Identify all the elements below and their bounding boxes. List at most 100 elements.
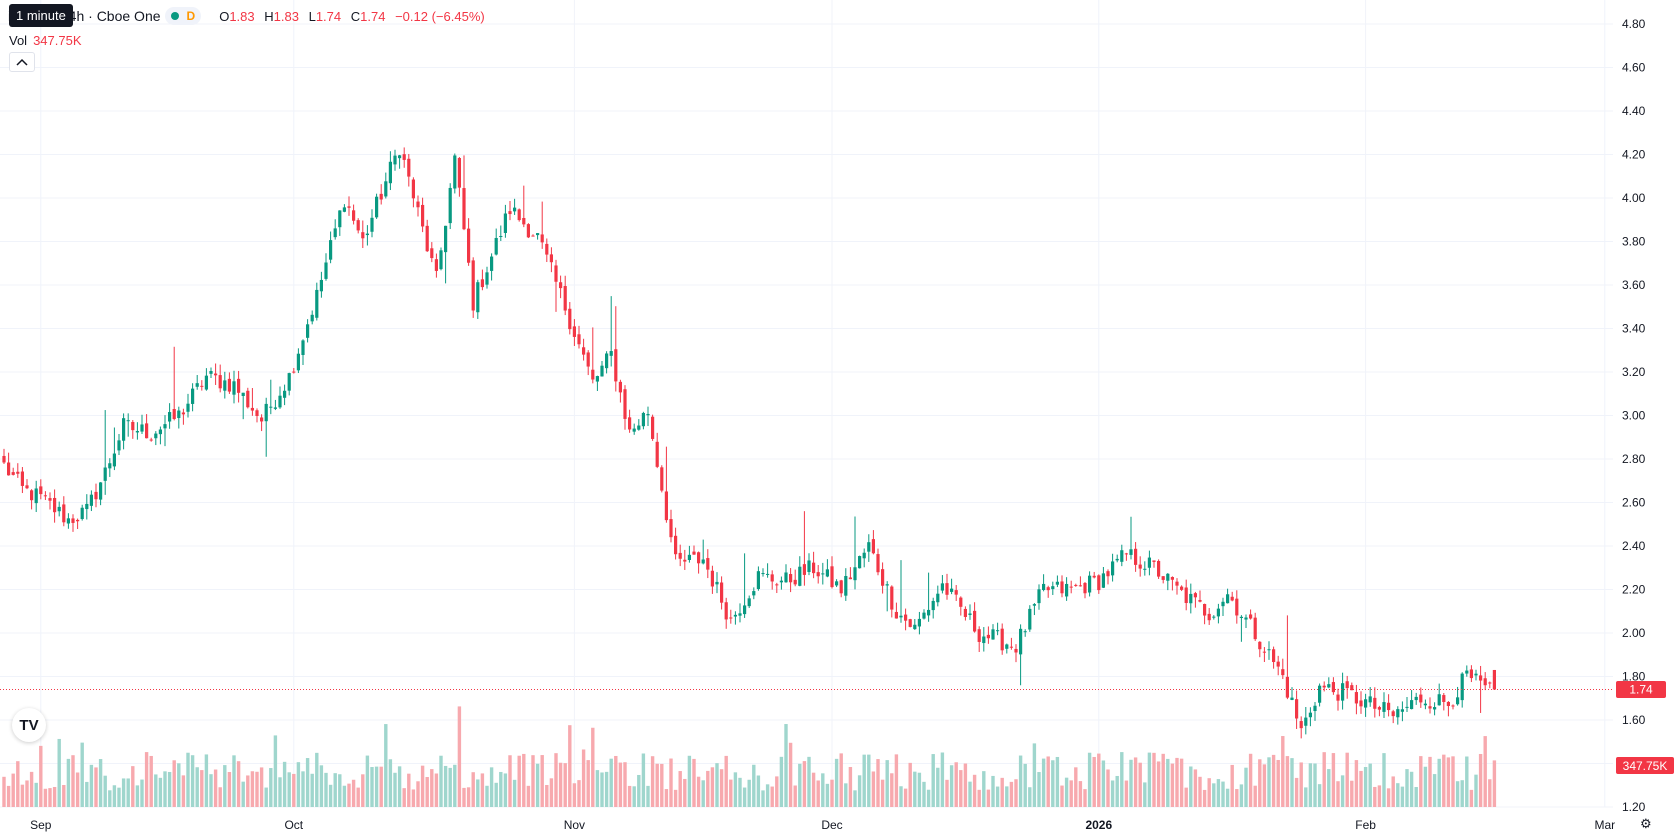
- volume-bar: [223, 765, 227, 807]
- volume-bar: [1023, 763, 1027, 807]
- candle-body: [614, 349, 618, 382]
- volume-bar: [402, 788, 406, 807]
- volume-bar: [1451, 756, 1455, 807]
- y-tick-label: 1.60: [1622, 713, 1646, 727]
- volume-bar: [264, 787, 268, 807]
- candle-body: [278, 395, 282, 408]
- volume-bar: [430, 769, 434, 807]
- candle-body: [80, 507, 84, 520]
- volume-bar: [609, 758, 613, 807]
- candle-body: [1207, 613, 1211, 621]
- candle-body: [1235, 598, 1239, 616]
- volume-bar: [1299, 762, 1303, 807]
- candle-body: [950, 588, 954, 592]
- candle-body: [618, 381, 622, 393]
- candle-body: [85, 503, 89, 510]
- candle-body: [444, 225, 448, 253]
- volume-bar: [890, 773, 894, 807]
- volume-bar: [177, 763, 181, 807]
- volume-legend: Vol 347.75K: [9, 33, 82, 48]
- candle-body: [577, 334, 581, 345]
- candle-body: [1134, 548, 1138, 565]
- collapse-legend-button[interactable]: [9, 52, 35, 72]
- volume-bar: [1267, 757, 1271, 807]
- candle-body: [471, 260, 475, 311]
- candle-body: [1129, 549, 1133, 555]
- volume-bar: [954, 762, 958, 807]
- candle-body: [1488, 682, 1492, 684]
- high-value: 1.83: [273, 8, 299, 24]
- candle-body: [1465, 670, 1469, 674]
- volume-bar: [572, 783, 577, 807]
- volume-bar: [857, 775, 862, 807]
- volume-bar: [1262, 764, 1267, 807]
- volume-bar: [1133, 757, 1138, 807]
- candle-body: [784, 572, 788, 583]
- candle-body: [761, 573, 765, 575]
- close-value: 1.74: [360, 8, 386, 24]
- candle-body: [996, 630, 1000, 632]
- candle-body: [1419, 694, 1423, 703]
- volume-bar: [1078, 781, 1083, 807]
- volume-bar: [1294, 777, 1299, 807]
- candle-body: [1295, 699, 1299, 719]
- volume-bar: [85, 781, 89, 807]
- volume-bar: [315, 752, 319, 807]
- volume-bar: [457, 706, 462, 807]
- volume-bar: [945, 779, 949, 807]
- candle-body: [1253, 617, 1257, 640]
- candle-body: [554, 265, 558, 282]
- volume-bar: [43, 788, 48, 807]
- candle-body: [168, 412, 172, 422]
- gear-icon[interactable]: ⚙: [1640, 816, 1652, 831]
- candle-body: [1115, 558, 1119, 561]
- tradingview-logo-icon[interactable]: TV: [12, 708, 46, 742]
- candle-body: [646, 413, 650, 416]
- volume-bar: [1115, 775, 1119, 807]
- volume-bar: [798, 763, 802, 807]
- volume-bar: [867, 754, 871, 807]
- candle-body: [669, 519, 673, 538]
- volume-bar: [1202, 789, 1207, 807]
- candle-body: [655, 441, 659, 467]
- low-label: L: [308, 8, 316, 24]
- volume-bar: [1152, 752, 1156, 807]
- candle-body: [913, 624, 917, 630]
- candle-body: [30, 490, 34, 501]
- volume-bar: [397, 766, 402, 807]
- volume-bar: [117, 787, 121, 807]
- volume-bar: [1074, 767, 1078, 807]
- candle-body: [1216, 608, 1220, 617]
- volume-bar: [1124, 780, 1129, 807]
- candle-body: [1106, 571, 1110, 577]
- candle-body: [641, 412, 645, 427]
- volume-bar: [149, 755, 153, 807]
- market-status-pill[interactable]: D: [164, 7, 202, 25]
- candle-body: [1272, 649, 1276, 663]
- y-tick-label: 3.00: [1622, 409, 1646, 423]
- candle-body: [485, 272, 489, 285]
- candle-body: [1019, 628, 1023, 655]
- volume-bar: [1000, 777, 1004, 807]
- candle-body: [1400, 709, 1404, 712]
- candle-body: [48, 498, 52, 501]
- volume-bar: [1147, 752, 1152, 807]
- candle-body: [57, 506, 61, 512]
- y-tick-label: 2.80: [1622, 452, 1646, 466]
- volume-bar: [1235, 789, 1239, 807]
- candle-body: [559, 282, 563, 289]
- volume-bar: [1483, 736, 1487, 807]
- volume-label[interactable]: Vol: [9, 33, 28, 48]
- candle-body: [1101, 573, 1105, 588]
- volume-value: 347.75K: [33, 33, 82, 48]
- y-tick-label: 2.60: [1622, 496, 1646, 510]
- candle-body: [628, 417, 632, 430]
- candle-body: [881, 569, 885, 586]
- candle-body: [568, 308, 572, 330]
- volume-bar: [1336, 781, 1340, 807]
- volume-bar: [328, 784, 333, 807]
- volume-bar: [729, 779, 733, 807]
- volume-bar: [1184, 787, 1188, 807]
- volume-bar: [917, 772, 922, 807]
